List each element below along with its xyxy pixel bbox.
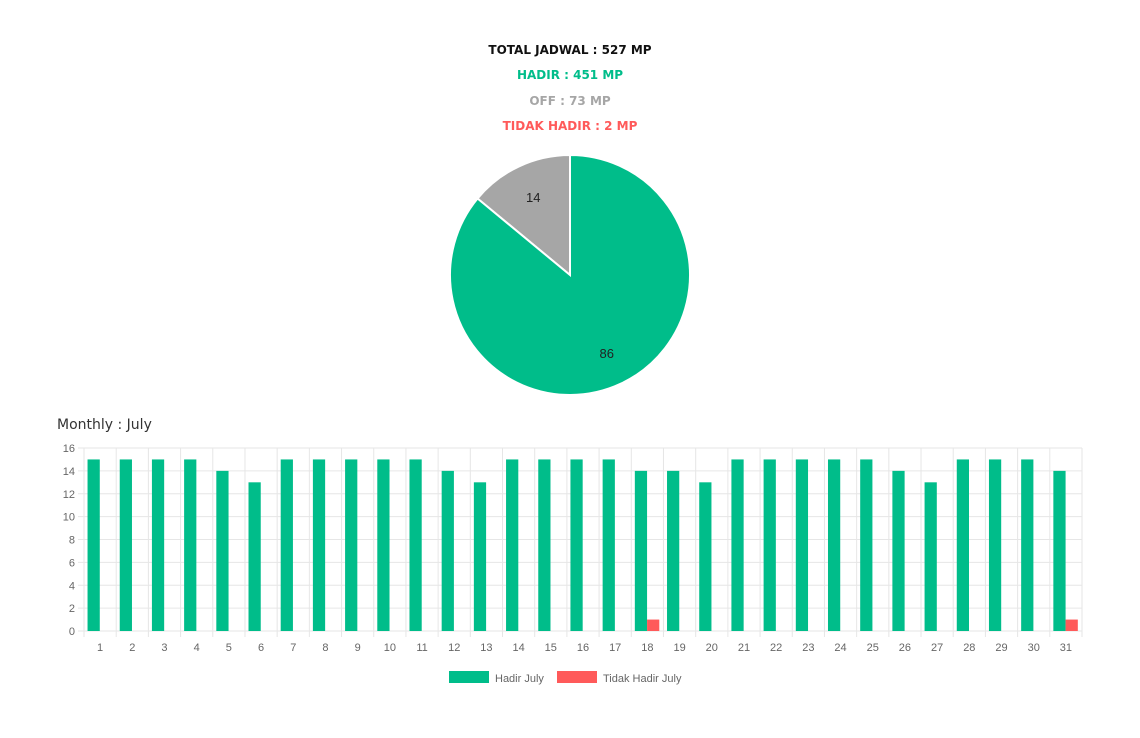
bar-hadir-day-18[interactable] — [634, 470, 648, 631]
bar-hadir-day-13[interactable] — [473, 482, 487, 631]
bar-hadir-day-9[interactable] — [345, 459, 358, 631]
bar-hadir-day-1[interactable] — [87, 459, 100, 631]
bar-tidak-hadir-day-18[interactable] — [647, 619, 660, 631]
bar-hadir-day-27[interactable] — [924, 482, 937, 631]
bar-hadir-day-16[interactable] — [570, 459, 583, 631]
bar-hadir-day-7[interactable] — [280, 459, 293, 631]
x-tick-label: 22 — [770, 642, 782, 654]
summary-off: OFF : 73 MP — [529, 94, 611, 108]
summary-hadir: HADIR : 451 MP — [516, 68, 624, 82]
bar-hadir-day-22[interactable] — [763, 459, 776, 631]
bar-hadir-day-24[interactable] — [827, 459, 841, 631]
bar-hadir-day-2[interactable] — [119, 459, 132, 631]
pie-slice-hadir[interactable] — [449, 153, 691, 396]
x-tick-label: 24 — [834, 642, 846, 654]
summary-tidak-hadir: TIDAK HADIR : 2 MP — [502, 119, 638, 133]
x-tick-label: 14 — [512, 642, 524, 654]
x-tick-label: 2 — [129, 642, 135, 654]
monthly-chart-title: Monthly : July — [57, 417, 152, 433]
x-tick-label: 7 — [290, 642, 296, 654]
y-tick-label: 12 — [63, 489, 75, 501]
bar-tidak-hadir-day-31[interactable] — [1065, 619, 1078, 631]
x-tick-label: 13 — [480, 642, 492, 654]
x-tick-label: 9 — [355, 642, 361, 654]
x-tick-label: 31 — [1060, 642, 1072, 654]
bar-hadir-day-8[interactable] — [312, 459, 326, 631]
legend-swatch — [557, 671, 597, 683]
x-tick-label: 17 — [609, 642, 621, 654]
bar-hadir-day-14[interactable] — [506, 459, 519, 631]
bar-hadir-day-11[interactable] — [409, 459, 422, 631]
x-tick-label: 28 — [963, 642, 975, 654]
x-tick-label: 27 — [931, 642, 943, 654]
x-tick-label: 11 — [416, 642, 427, 654]
pie-label-off: 14 — [526, 190, 540, 205]
bar-hadir-day-5[interactable] — [216, 470, 229, 631]
legend-item-tidak-hadir-july[interactable]: Tidak Hadir July — [557, 671, 682, 685]
bar-hadir-day-29[interactable] — [988, 459, 1002, 631]
legend-swatch — [449, 671, 489, 683]
legend-item-hadir-july[interactable]: Hadir July — [449, 671, 544, 685]
x-tick-label: 6 — [258, 642, 264, 654]
x-tick-label: 16 — [577, 642, 589, 654]
bar-hadir-day-15[interactable] — [538, 459, 551, 631]
x-tick-label: 12 — [448, 642, 460, 654]
bar-hadir-day-10[interactable] — [377, 459, 390, 631]
y-tick-label: 14 — [63, 466, 75, 478]
bar-hadir-day-30[interactable] — [1021, 459, 1034, 631]
y-tick-label: 16 — [63, 443, 75, 455]
y-tick-label: 0 — [69, 626, 75, 638]
y-tick-label: 8 — [69, 535, 75, 547]
x-tick-label: 25 — [867, 642, 879, 654]
x-tick-label: 18 — [641, 642, 653, 654]
x-tick-label: 23 — [802, 642, 814, 654]
y-tick-label: 10 — [63, 512, 75, 524]
bar-hadir-day-6[interactable] — [248, 482, 261, 631]
summary-total: TOTAL JADWAL : 527 MP — [488, 43, 652, 57]
bar-hadir-day-3[interactable] — [151, 459, 165, 631]
bar-hadir-day-20[interactable] — [699, 482, 712, 631]
pie-label-hadir: 86 — [600, 346, 614, 361]
x-tick-label: 15 — [545, 642, 557, 654]
bar-hadir-day-12[interactable] — [441, 470, 454, 631]
x-tick-label: 4 — [194, 642, 200, 654]
legend-label: Hadir July — [495, 673, 544, 685]
bar-hadir-day-19[interactable] — [667, 470, 680, 631]
x-tick-label: 29 — [995, 642, 1007, 654]
y-tick-label: 2 — [69, 603, 75, 615]
bar-hadir-day-17[interactable] — [602, 459, 615, 631]
x-tick-label: 26 — [899, 642, 911, 654]
y-tick-label: 6 — [69, 557, 75, 569]
x-tick-label: 5 — [226, 642, 232, 654]
y-tick-label: 4 — [69, 580, 75, 592]
bar-hadir-day-26[interactable] — [892, 470, 905, 631]
x-tick-label: 30 — [1028, 642, 1040, 654]
bar-hadir-day-21[interactable] — [731, 459, 744, 631]
x-tick-label: 8 — [322, 642, 328, 654]
x-tick-label: 20 — [706, 642, 718, 654]
bar-hadir-day-4[interactable] — [184, 459, 197, 631]
pie-slice-off[interactable] — [476, 153, 571, 278]
bar-hadir-day-23[interactable] — [795, 459, 809, 631]
x-tick-label: 10 — [384, 642, 396, 654]
legend-label: Tidak Hadir July — [603, 673, 682, 685]
bar-hadir-day-31[interactable] — [1053, 470, 1066, 631]
x-tick-label: 19 — [673, 642, 685, 654]
bar-hadir-day-25[interactable] — [860, 459, 873, 631]
x-tick-label: 1 — [97, 642, 103, 654]
bar-hadir-day-28[interactable] — [956, 459, 970, 631]
attendance-pie-chart[interactable]: 14 86 — [440, 145, 700, 405]
x-tick-label: 3 — [161, 642, 167, 654]
x-tick-label: 21 — [738, 642, 750, 654]
